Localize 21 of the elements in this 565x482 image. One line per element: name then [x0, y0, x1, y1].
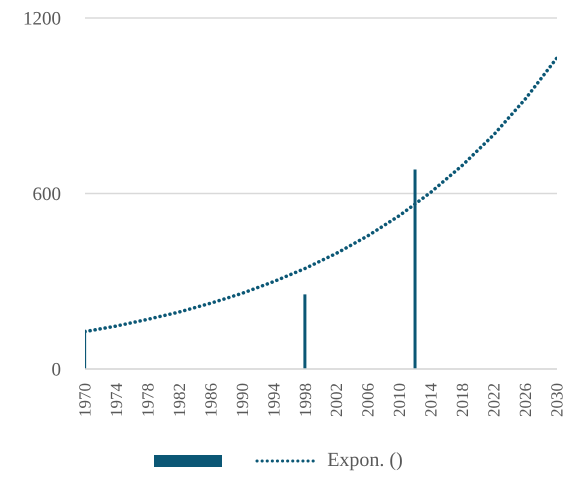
legend-label: Expon. () — [327, 449, 403, 472]
x-tick-label: 2022 — [484, 383, 504, 417]
y-tick-label: 0 — [52, 360, 61, 381]
x-tick-label: 2018 — [453, 383, 472, 417]
x-tick-label: 2026 — [516, 383, 536, 417]
x-tick-label: 1982 — [170, 383, 189, 417]
y-tick-label: 600 — [32, 184, 61, 206]
x-tick-label: 1974 — [106, 382, 126, 417]
y-tick-label: 1200 — [23, 8, 61, 30]
x-tick-label: 1970 — [76, 383, 94, 417]
bar — [303, 294, 306, 369]
x-tick-label: 1990 — [232, 383, 252, 417]
x-tick-label: 2006 — [358, 383, 378, 417]
x-tick-label: 1994 — [264, 382, 284, 417]
x-tick-label: 2014 — [422, 382, 441, 417]
x-tick-label: 2010 — [390, 383, 410, 417]
x-tick-label: 2030 — [548, 383, 565, 417]
x-tick-label: 1998 — [296, 383, 315, 417]
x-tick-label: 1986 — [201, 383, 220, 417]
x-tick-label: 2002 — [327, 383, 346, 417]
x-tick-label: 1978 — [138, 383, 158, 417]
